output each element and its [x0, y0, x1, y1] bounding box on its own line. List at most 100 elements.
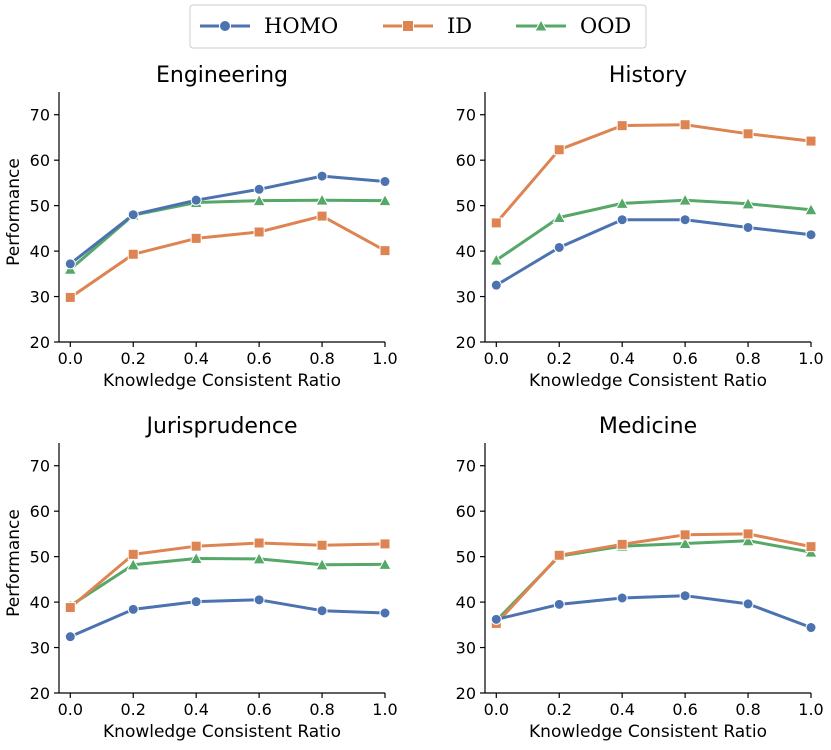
- data-point: [64, 602, 76, 614]
- x-tick-label: 0.8: [735, 349, 760, 368]
- data-point: [616, 120, 628, 132]
- legend-label-homo: HOMO: [264, 14, 338, 38]
- y-tick-label: 20: [456, 684, 476, 703]
- x-axis-label: Knowledge Consistent Ratio: [529, 371, 767, 391]
- legend-marker-ood: [534, 18, 548, 32]
- data-point: [805, 135, 817, 147]
- panel-title: Engineering: [156, 63, 288, 88]
- data-point: [805, 622, 817, 634]
- series-id: [490, 119, 817, 229]
- y-tick-label: 20: [30, 333, 50, 352]
- y-tick-label: 60: [456, 502, 476, 521]
- y-tick-label: 70: [30, 106, 50, 125]
- series-homo: [490, 590, 817, 634]
- data-point: [378, 193, 392, 207]
- data-point: [741, 196, 755, 210]
- panel-history: History 20 30 40 50 60 70 0.0 0.2 0.4 0.6 0.8 1.0 Kno…: [456, 63, 824, 391]
- data-point: [615, 196, 630, 209]
- data-point: [742, 528, 754, 540]
- data-point: [189, 551, 204, 564]
- panel-engineering: Engineering 20 30 40 50 60 70 0.0 0.2 0.4 0.6 0.8 1.…: [4, 63, 398, 391]
- legend-marker-id: [402, 20, 414, 32]
- panel-jurisprudence: Jurisprudence 20 30 40 50 60 70 0.0 0.2 0.4 0.6 0.8…: [4, 414, 398, 742]
- data-point: [490, 217, 502, 229]
- data-point: [316, 539, 328, 551]
- series-line-homo: [69, 174, 386, 265]
- x-axis-label: Knowledge Consistent Ratio: [529, 722, 767, 742]
- data-point: [252, 193, 266, 207]
- data-point: [253, 537, 265, 549]
- y-tick-label: 20: [456, 333, 476, 352]
- data-point: [253, 594, 265, 606]
- series-homo: [64, 594, 391, 643]
- series-id: [64, 537, 391, 614]
- series-id: [64, 210, 391, 303]
- data-point: [127, 209, 139, 221]
- data-point: [679, 119, 691, 131]
- y-tick-label: 40: [30, 242, 50, 261]
- data-point: [490, 279, 502, 291]
- data-point: [742, 221, 754, 233]
- legend-marker-homo: [219, 20, 231, 32]
- data-point: [190, 596, 202, 608]
- data-point: [553, 241, 565, 253]
- x-tick-label: 0.2: [547, 700, 572, 719]
- legend-entry-id: ID: [383, 14, 472, 38]
- series-line-id: [69, 541, 386, 609]
- data-point: [616, 214, 628, 226]
- data-point: [379, 176, 391, 188]
- y-tick-label: 30: [456, 639, 476, 658]
- x-tick-label: 0.4: [183, 700, 208, 719]
- data-point: [678, 536, 692, 549]
- x-tick-label: 0.2: [121, 349, 146, 368]
- data-point: [489, 253, 504, 266]
- data-point: [64, 631, 76, 643]
- y-tick-label: 60: [30, 502, 50, 521]
- data-point: [552, 210, 567, 223]
- data-point: [252, 551, 266, 565]
- data-point: [64, 291, 76, 303]
- x-tick-label: 0.6: [246, 700, 271, 719]
- data-point: [678, 193, 692, 206]
- data-point: [742, 128, 754, 140]
- series-line-homo: [495, 218, 812, 287]
- legend-label-id: ID: [447, 14, 472, 38]
- x-tick-label: 0.0: [484, 700, 509, 719]
- data-point: [190, 232, 202, 244]
- y-tick-label: 40: [456, 242, 476, 261]
- x-tick-label: 0.6: [672, 700, 697, 719]
- y-tick-label: 70: [456, 106, 476, 125]
- data-point: [379, 538, 391, 550]
- x-tick-label: 0.0: [58, 700, 83, 719]
- legend-entry-homo: HOMO: [200, 14, 338, 38]
- y-tick-label: 70: [456, 457, 476, 476]
- y-tick-label: 20: [30, 684, 50, 703]
- y-axis-label: Performance: [4, 158, 24, 266]
- series-line-id: [69, 214, 386, 299]
- x-tick-label: 0.6: [672, 349, 697, 368]
- x-tick-label: 0.2: [121, 700, 146, 719]
- data-point: [742, 598, 754, 610]
- x-tick-label: 0.6: [246, 349, 271, 368]
- x-tick-label: 0.8: [309, 700, 334, 719]
- legend: HOMO ID OOD: [189, 4, 647, 49]
- data-point: [64, 258, 76, 270]
- data-point: [127, 248, 139, 260]
- x-tick-label: 0.4: [609, 349, 634, 368]
- series-homo: [64, 170, 391, 270]
- y-tick-label: 70: [30, 457, 50, 476]
- data-point: [741, 533, 755, 547]
- y-tick-label: 30: [30, 639, 50, 658]
- x-tick-label: 0.8: [735, 700, 760, 719]
- data-point: [805, 229, 817, 241]
- data-point: [127, 603, 139, 615]
- x-tick-label: 0.4: [609, 700, 634, 719]
- y-tick-label: 40: [30, 593, 50, 612]
- data-point: [490, 613, 502, 625]
- x-tick-label: 0.2: [547, 349, 572, 368]
- data-point: [616, 538, 628, 550]
- x-axis-label: Knowledge Consistent Ratio: [103, 722, 341, 742]
- data-point: [553, 598, 565, 610]
- x-tick-label: 0.8: [309, 349, 334, 368]
